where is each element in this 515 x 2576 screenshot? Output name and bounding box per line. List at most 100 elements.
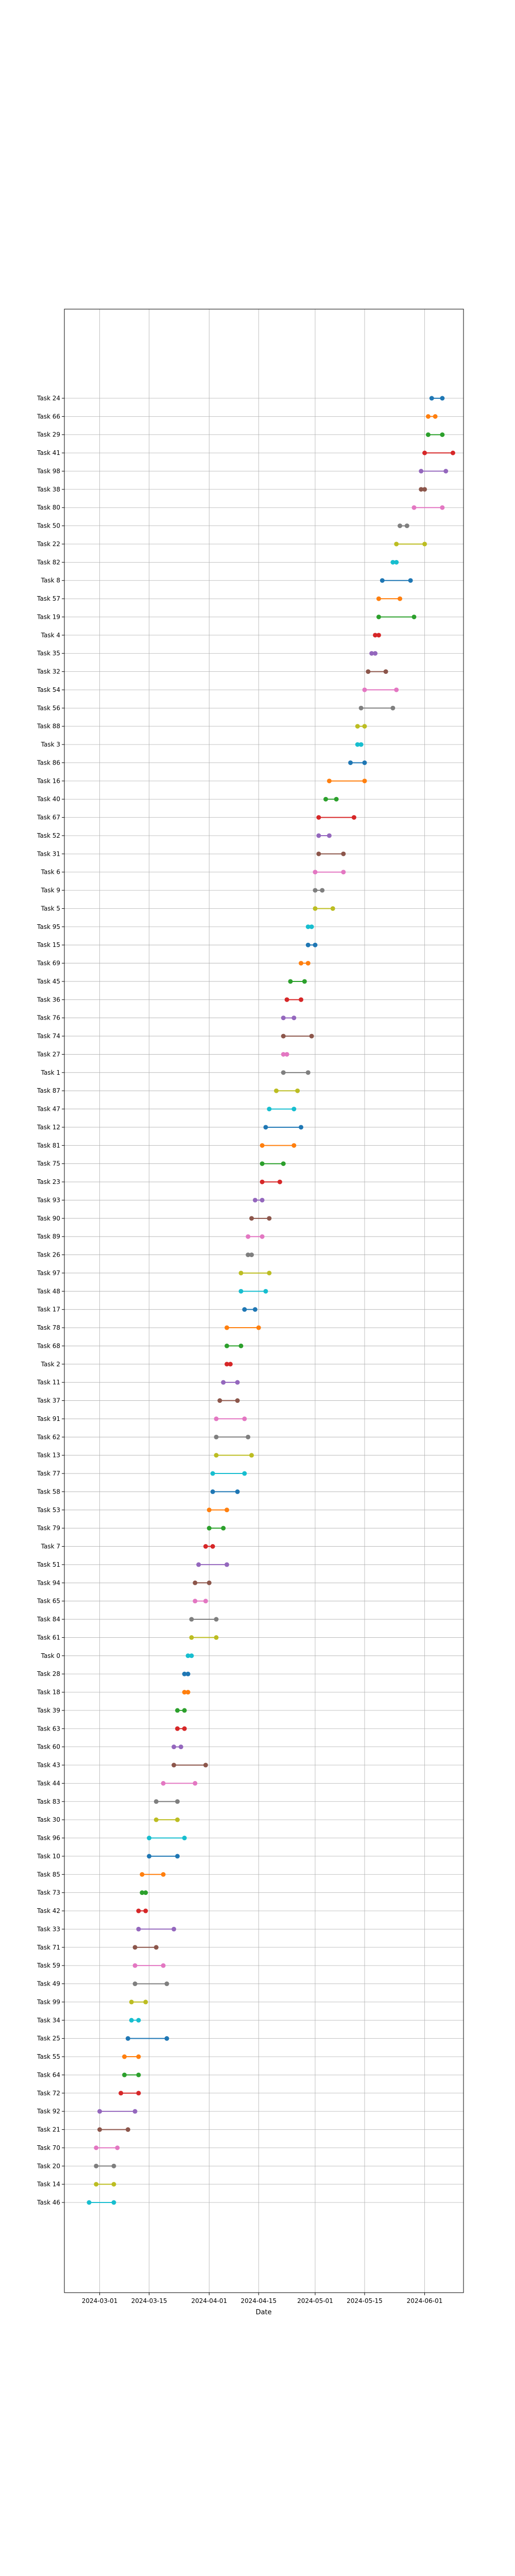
task-end-point <box>136 2018 141 2023</box>
task-end-point <box>277 1179 282 1184</box>
task-start-point <box>263 1125 268 1130</box>
task-start-point <box>214 1453 219 1458</box>
task-end-point <box>224 1562 229 1567</box>
y-tick-label: Task 63 <box>37 1725 60 1732</box>
task-start-point <box>398 523 403 529</box>
task-start-point <box>189 1617 194 1622</box>
y-tick-label: Task 59 <box>37 1962 60 1969</box>
x-tick-label: 2024-03-01 <box>82 2297 118 2304</box>
task-end-point <box>305 961 311 966</box>
task-start-point <box>313 906 318 911</box>
y-tick-label: Task 10 <box>37 1853 60 1860</box>
y-tick-label: Task 24 <box>37 395 60 402</box>
task-end-point <box>242 1416 247 1421</box>
task-start-point <box>394 541 399 547</box>
task-end-point <box>235 1398 240 1403</box>
task-start-point <box>94 2182 99 2187</box>
task-start-point <box>97 2109 102 2114</box>
task-start-point <box>284 997 289 1002</box>
task-end-point <box>411 614 417 619</box>
task-end-point <box>291 1107 297 1112</box>
x-tick-label: 2024-05-01 <box>297 2297 333 2304</box>
task-end-point <box>309 1033 314 1039</box>
y-tick-label: Task 25 <box>37 2035 60 2042</box>
task-end-point <box>390 705 396 710</box>
task-end-point <box>376 633 381 638</box>
task-end-point <box>214 1635 219 1640</box>
task-end-point <box>408 578 413 583</box>
task-start-point <box>132 1963 138 1968</box>
x-tick-label: 2024-05-15 <box>347 2297 383 2304</box>
task-start-point <box>214 1434 219 1439</box>
task-start-point <box>94 2163 99 2168</box>
task-end-point <box>263 1289 268 1294</box>
task-end-point <box>373 651 378 656</box>
task-start-point <box>380 578 385 583</box>
task-start-point <box>207 1526 212 1531</box>
y-tick-label: Task 56 <box>37 704 60 711</box>
y-tick-label: Task 2 <box>41 1361 60 1368</box>
task-start-point <box>224 1325 229 1330</box>
y-tick-label: Task 68 <box>37 1342 60 1349</box>
task-end-point <box>305 1070 311 1075</box>
x-tick-label: 2024-04-01 <box>191 2297 227 2304</box>
y-tick-label: Task 97 <box>37 1269 60 1277</box>
task-end-point <box>398 596 403 601</box>
task-end-point <box>249 1453 254 1458</box>
y-tick-label: Task 22 <box>37 540 60 548</box>
task-end-point <box>185 1690 191 1695</box>
task-start-point <box>316 851 321 856</box>
task-start-point <box>122 2054 127 2059</box>
task-end-point <box>214 1617 219 1622</box>
task-start-point <box>189 1635 194 1640</box>
y-tick-label: Task 80 <box>37 504 60 511</box>
task-start-point <box>221 1380 226 1385</box>
y-tick-label: Task 48 <box>37 1287 60 1295</box>
y-tick-label: Task 99 <box>37 1998 60 2006</box>
task-start-point <box>327 778 332 784</box>
task-end-point <box>295 1088 300 1093</box>
task-end-point <box>175 1799 180 1804</box>
task-start-point <box>161 1781 166 1786</box>
y-tick-label: Task 93 <box>37 1196 60 1204</box>
y-tick-label: Task 47 <box>37 1106 60 1113</box>
y-tick-label: Task 52 <box>37 832 60 839</box>
x-tick-label: 2024-04-15 <box>241 2297 277 2304</box>
y-tick-label: Task 43 <box>37 1761 60 1769</box>
y-tick-label: Task 15 <box>37 941 60 948</box>
y-tick-label: Task 77 <box>37 1470 60 1477</box>
task-end-point <box>299 997 304 1002</box>
y-tick-label: Task 51 <box>37 1561 60 1568</box>
task-start-point <box>246 1252 251 1258</box>
task-start-point <box>369 651 374 656</box>
task-end-point <box>330 906 335 911</box>
task-start-point <box>153 1817 159 1822</box>
task-start-point <box>238 1270 244 1276</box>
task-end-point <box>327 833 332 838</box>
y-tick-label: Task 90 <box>37 1215 60 1222</box>
y-tick-label: Task 95 <box>37 923 60 930</box>
task-end-point <box>143 1908 148 1913</box>
y-tick-label: Task 71 <box>37 1944 60 1951</box>
y-tick-label: Task 32 <box>37 668 60 675</box>
y-tick-label: Task 6 <box>41 869 60 876</box>
y-tick-label: Task 57 <box>37 595 60 602</box>
y-tick-label: Task 78 <box>37 1324 60 1331</box>
x-axis-label: Date <box>255 2309 271 2316</box>
task-end-point <box>221 1526 226 1531</box>
task-start-point <box>140 1872 145 1877</box>
y-tick-label: Task 64 <box>37 2071 60 2078</box>
task-end-point <box>125 2127 130 2132</box>
task-start-point <box>203 1544 208 1549</box>
task-end-point <box>224 1507 229 1513</box>
y-tick-label: Task 76 <box>37 1014 60 1022</box>
y-tick-label: Task 35 <box>37 650 60 657</box>
task-start-point <box>316 815 321 820</box>
task-end-point <box>143 1890 148 1895</box>
task-end-point <box>111 2200 116 2205</box>
y-axis: Task 24 Task 66 Task 29 Task 41 Task 98 Task … <box>37 395 64 2206</box>
task-end-point <box>161 1963 166 1968</box>
task-end-point <box>341 870 346 875</box>
task-start-point <box>242 1307 247 1312</box>
